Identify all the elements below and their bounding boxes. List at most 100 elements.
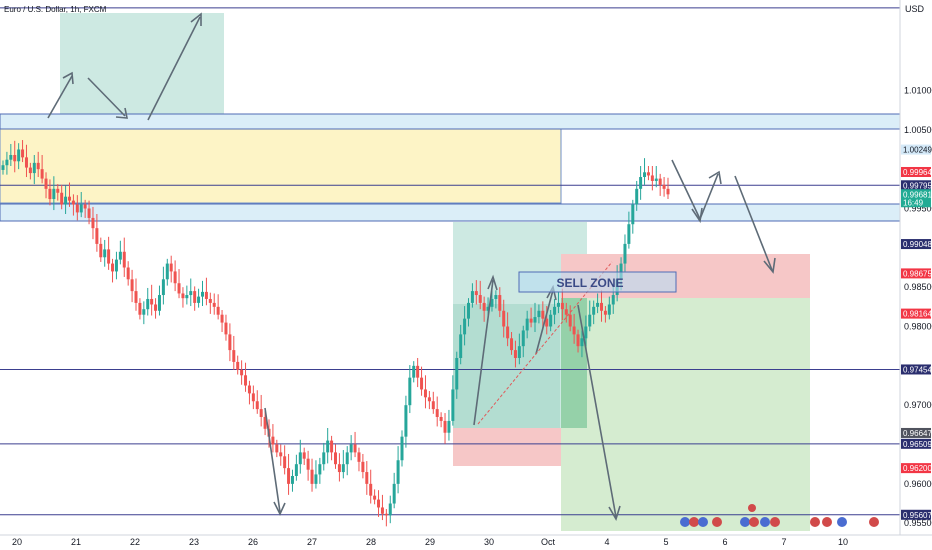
candle-body	[506, 326, 510, 339]
candle-body	[553, 306, 557, 315]
candle-body	[494, 295, 498, 299]
candle-body	[447, 420, 451, 433]
candle-body	[666, 188, 670, 195]
price-tag	[901, 308, 931, 319]
event-icon[interactable]	[749, 517, 759, 527]
arrowhead-4	[273, 501, 286, 516]
candle-body	[240, 369, 244, 376]
candle-body	[486, 306, 490, 311]
candle-body	[318, 464, 322, 475]
candle-body	[510, 338, 514, 351]
event-icon[interactable]	[822, 517, 832, 527]
candle-body	[337, 464, 341, 473]
candle-body	[588, 314, 592, 327]
event-icon[interactable]	[689, 517, 699, 527]
price-tag	[901, 268, 931, 279]
candle-body	[122, 251, 126, 268]
candle-body	[490, 298, 494, 307]
candle-body	[236, 361, 240, 370]
candle-body	[635, 188, 639, 205]
price-tag	[901, 509, 931, 520]
time-label: 29	[425, 537, 435, 547]
candle-body	[560, 302, 564, 310]
arrowhead-9	[708, 170, 722, 185]
sell-zone-box[interactable]: SELL ZONE	[518, 271, 677, 293]
candle-body	[373, 495, 377, 500]
arrow-down-1	[87, 77, 126, 117]
zones-layer	[0, 13, 901, 531]
price-tag	[901, 463, 931, 474]
price-axis-bg	[900, 0, 932, 535]
candle-body	[208, 298, 212, 303]
candle-body	[400, 436, 404, 461]
candle-body	[173, 271, 177, 284]
candle-body	[232, 350, 236, 362]
candle-body	[549, 314, 553, 327]
candle-body	[420, 377, 424, 390]
event-icon[interactable]	[680, 517, 690, 527]
candle-body	[639, 177, 643, 189]
candle-body	[114, 259, 118, 272]
event-icon[interactable]	[748, 504, 756, 512]
event-icon[interactable]	[869, 517, 879, 527]
price-tag	[901, 427, 931, 438]
candle-body	[185, 295, 189, 299]
candle-body	[189, 291, 193, 296]
event-icon[interactable]	[712, 517, 722, 527]
candle-body	[451, 389, 455, 421]
candle-body	[482, 302, 486, 311]
candle-body	[181, 293, 185, 299]
price-tag-label: 0.98675	[903, 269, 932, 278]
candle-body	[150, 298, 154, 305]
candle-body	[564, 309, 568, 315]
time-label: 20	[12, 537, 22, 547]
event-icon[interactable]	[770, 517, 780, 527]
time-label: 26	[248, 537, 258, 547]
candle-body	[201, 291, 204, 297]
price-tag-label: 0.98164	[903, 310, 932, 319]
event-icon[interactable]	[810, 517, 820, 527]
event-icon[interactable]	[740, 517, 750, 527]
candle-body	[334, 452, 337, 465]
price-tag-label: 0.97454	[903, 365, 932, 374]
candle-body	[435, 409, 439, 417]
time-label: 4	[604, 537, 609, 547]
event-icon[interactable]	[698, 517, 708, 527]
candle-body	[498, 295, 502, 311]
blue-band-mid	[0, 203, 901, 222]
time-label: 7	[781, 537, 786, 547]
price-tag-label: 0.99964	[903, 168, 932, 177]
event-icon[interactable]	[837, 517, 847, 527]
time-label: 6	[722, 537, 727, 547]
candle-body	[138, 302, 142, 315]
level-lines	[0, 7, 900, 516]
event-icon[interactable]	[760, 517, 770, 527]
time-axis[interactable]: 20 21 22 23 26 27 28 29 30 Oct 4 5 6 7 10	[0, 534, 932, 550]
candle-body	[584, 326, 588, 339]
candle-body	[99, 243, 103, 258]
time-label: 10	[838, 537, 848, 547]
candle-body	[545, 318, 549, 327]
candle-body	[596, 302, 600, 307]
candle-body	[576, 334, 580, 347]
price-tag-label: 0.95607	[903, 511, 932, 520]
event-icons[interactable]	[680, 504, 879, 527]
arrowhead-2	[115, 107, 128, 119]
candle-body	[396, 460, 400, 484]
time-labels: 20 21 22 23 26 27 28 29 30 Oct 4 5 6 7 10	[12, 537, 848, 547]
candle-body	[662, 184, 666, 189]
candle-body	[627, 224, 631, 244]
candle-body	[431, 401, 435, 410]
candle-body	[611, 295, 615, 305]
candle-body	[13, 154, 17, 162]
arrow-down-3	[577, 304, 617, 518]
